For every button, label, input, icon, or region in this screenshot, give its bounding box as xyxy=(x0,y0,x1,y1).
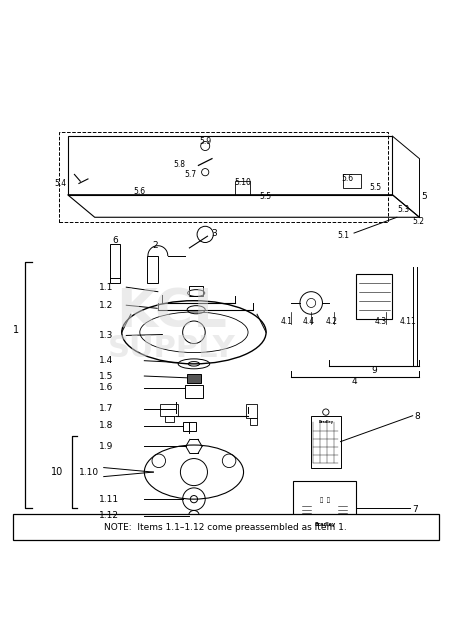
Text: 5.2: 5.2 xyxy=(413,217,425,226)
Text: 5.1: 5.1 xyxy=(337,231,350,240)
Text: 5.4: 5.4 xyxy=(55,179,67,188)
Text: 1.8: 1.8 xyxy=(99,421,114,430)
Text: 5.6: 5.6 xyxy=(341,173,353,182)
Bar xyxy=(165,416,174,422)
Text: SUPPLY: SUPPLY xyxy=(107,334,235,363)
Text: Bradley: Bradley xyxy=(318,421,333,424)
Text: 1.4: 1.4 xyxy=(99,356,114,365)
Text: 5.7: 5.7 xyxy=(184,170,196,179)
Text: 1: 1 xyxy=(13,325,19,335)
Text: 5.5: 5.5 xyxy=(370,182,382,191)
Text: 8: 8 xyxy=(414,412,420,421)
Text: 4.2: 4.2 xyxy=(326,317,337,325)
Text: 1.11: 1.11 xyxy=(99,494,120,503)
Text: 1.10: 1.10 xyxy=(79,469,99,478)
Bar xyxy=(250,418,257,425)
Text: 5.5: 5.5 xyxy=(259,193,272,202)
Bar xyxy=(246,404,257,418)
Text: 👁  👁: 👁 👁 xyxy=(320,498,330,503)
Text: 3: 3 xyxy=(211,229,217,238)
Bar xyxy=(187,374,201,383)
Bar xyxy=(311,416,341,467)
Bar xyxy=(183,422,196,431)
Text: 1.7: 1.7 xyxy=(99,404,114,413)
Text: 1.9: 1.9 xyxy=(99,442,114,451)
Bar xyxy=(235,181,250,195)
Text: 1.2: 1.2 xyxy=(99,300,114,309)
Bar xyxy=(185,385,203,397)
Text: 7: 7 xyxy=(413,505,419,514)
Text: 10: 10 xyxy=(51,467,63,477)
Bar xyxy=(110,245,120,282)
Text: 4.4: 4.4 xyxy=(303,317,315,325)
Text: 1.1: 1.1 xyxy=(99,282,114,291)
Circle shape xyxy=(349,525,354,530)
Text: 5.10: 5.10 xyxy=(235,178,251,187)
Text: 4.11: 4.11 xyxy=(400,317,417,325)
Bar xyxy=(147,256,158,282)
Text: 9: 9 xyxy=(372,366,377,375)
Text: NOTE:  Items 1.1–1.12 come preassembled as Item 1.: NOTE: Items 1.1–1.12 come preassembled a… xyxy=(104,523,347,532)
Text: 1.5: 1.5 xyxy=(99,372,114,381)
Bar xyxy=(343,175,361,188)
Text: KCL: KCL xyxy=(116,286,227,338)
Bar xyxy=(13,514,439,540)
Text: 1.3: 1.3 xyxy=(99,331,114,340)
Bar xyxy=(59,132,388,221)
Text: 5.6: 5.6 xyxy=(134,187,146,196)
Text: 1.12: 1.12 xyxy=(99,511,119,520)
Text: 4.3: 4.3 xyxy=(375,317,387,325)
Text: 5.9: 5.9 xyxy=(199,137,211,146)
Text: 5.3: 5.3 xyxy=(397,205,409,214)
Text: 5.8: 5.8 xyxy=(173,160,185,169)
Text: Bradley: Bradley xyxy=(314,522,335,527)
Text: 5: 5 xyxy=(422,193,428,202)
Text: 6: 6 xyxy=(112,236,118,245)
Text: 4: 4 xyxy=(351,377,357,386)
Text: 4.1: 4.1 xyxy=(281,317,292,325)
Bar xyxy=(293,481,356,535)
Bar xyxy=(189,286,203,296)
Bar xyxy=(160,404,178,416)
Text: 1.6: 1.6 xyxy=(99,383,114,392)
Text: 2: 2 xyxy=(153,241,158,250)
